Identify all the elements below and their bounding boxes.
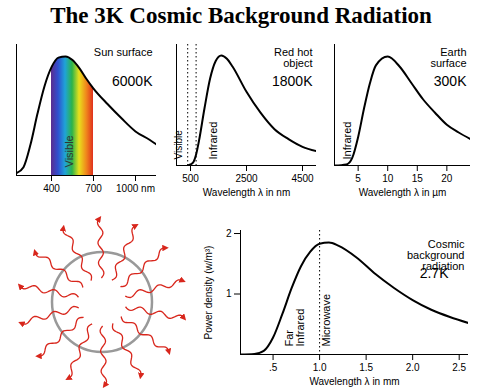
svg-text:Infrared: Infrared xyxy=(207,122,219,160)
svg-text:700: 700 xyxy=(85,183,102,194)
svg-text:15: 15 xyxy=(412,173,424,184)
svg-text:10: 10 xyxy=(382,173,394,184)
svg-text:Sun surface: Sun surface xyxy=(94,46,153,58)
svg-text:2.7K: 2.7K xyxy=(420,265,449,281)
svg-text:.5: .5 xyxy=(269,362,278,373)
svg-text:20: 20 xyxy=(441,173,453,184)
svg-text:FarInfrared: FarInfrared xyxy=(283,309,306,347)
svg-text:1000 nm: 1000 nm xyxy=(116,183,155,194)
svg-text:1.0: 1.0 xyxy=(313,362,327,373)
svg-text:Power density (w/m³): Power density (w/m³) xyxy=(203,246,214,340)
svg-text:Visible: Visible xyxy=(63,135,75,167)
svg-text:5: 5 xyxy=(355,173,361,184)
svg-text:2.0: 2.0 xyxy=(406,362,420,373)
svg-text:2.5: 2.5 xyxy=(452,362,466,373)
svg-text:1: 1 xyxy=(226,288,232,299)
svg-text:2500: 2500 xyxy=(235,173,258,184)
svg-text:1800K: 1800K xyxy=(272,73,313,89)
svg-text:500: 500 xyxy=(182,173,199,184)
svg-text:Visible: Visible xyxy=(173,130,184,160)
svg-text:Infrared: Infrared xyxy=(341,122,353,160)
svg-text:400: 400 xyxy=(43,183,60,194)
svg-text:Wavelength λ in mm: Wavelength λ in mm xyxy=(309,376,399,387)
svg-text:Wavelength λ in nm: Wavelength λ in nm xyxy=(203,187,290,198)
svg-text:300K: 300K xyxy=(434,73,467,89)
svg-text:Earthsurface: Earthsurface xyxy=(430,46,466,69)
svg-text:Wavelength λ in µm: Wavelength λ in µm xyxy=(359,187,447,198)
svg-text:1.5: 1.5 xyxy=(359,362,373,373)
svg-text:Red hotobject: Red hotobject xyxy=(274,46,313,69)
svg-text:Microwave: Microwave xyxy=(320,294,332,347)
svg-text:4500: 4500 xyxy=(291,173,314,184)
svg-text:6000K: 6000K xyxy=(112,73,153,89)
svg-text:2: 2 xyxy=(226,228,232,239)
